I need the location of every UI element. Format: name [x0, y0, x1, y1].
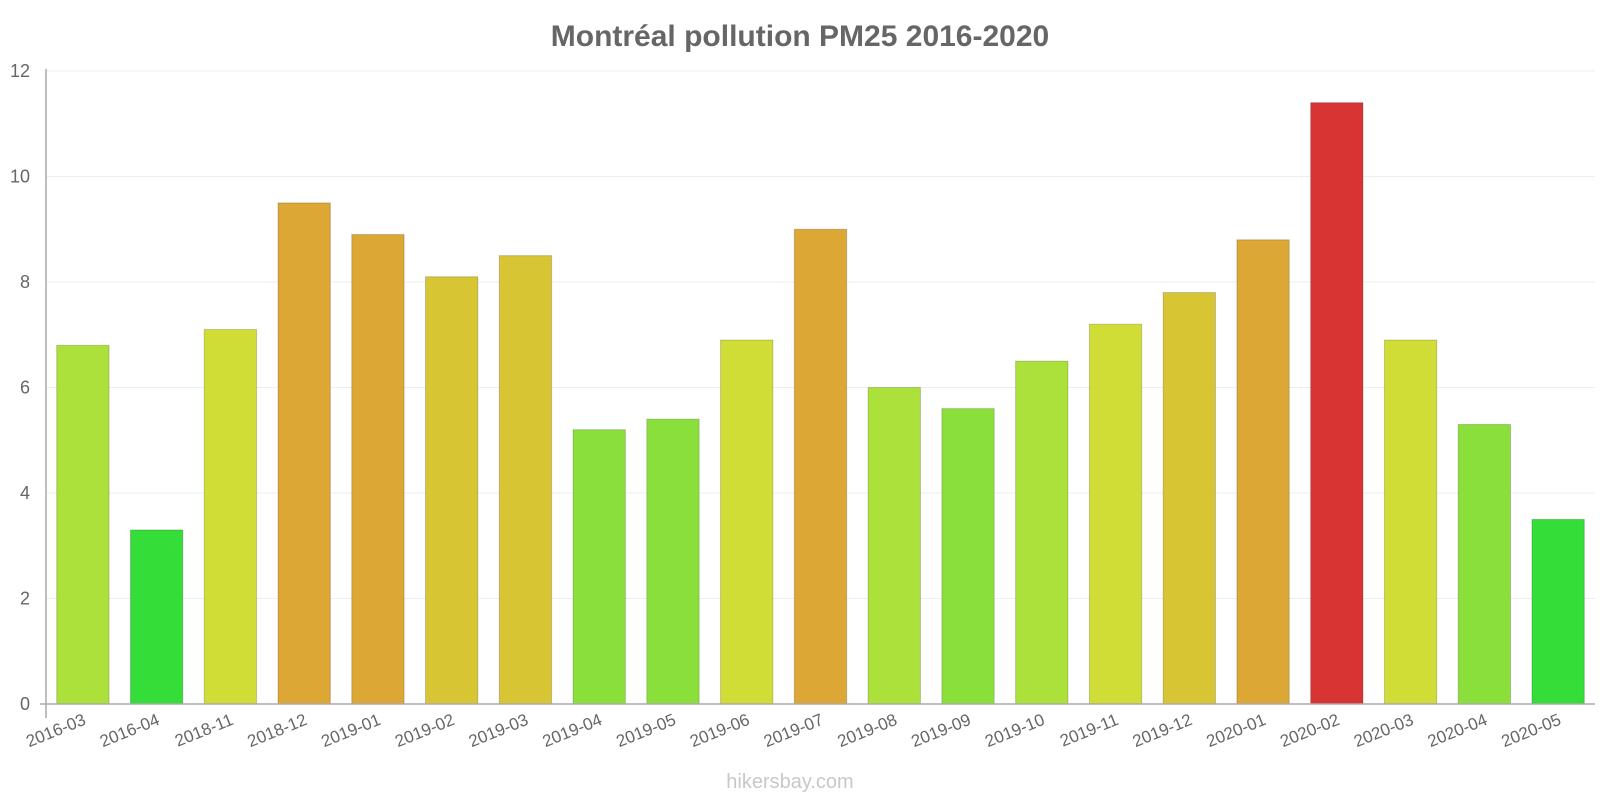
bar-2019-09 — [941, 408, 995, 705]
bars — [56, 102, 1585, 705]
x-tick-label: 2019-10 — [982, 710, 1047, 751]
x-tick-label: 2019-01 — [318, 710, 383, 751]
x-tick-label: 2019-12 — [1130, 710, 1195, 751]
bar-2019-12 — [1162, 292, 1216, 705]
x-tick-label: 2020-04 — [1425, 710, 1490, 751]
x-tick-label: 2018-12 — [245, 710, 310, 751]
x-tick-label: 2016-04 — [97, 710, 162, 751]
bar-2019-04 — [572, 429, 626, 705]
bar-2019-08 — [867, 387, 921, 705]
bar-2019-05 — [646, 418, 700, 705]
bar-2016-03 — [56, 344, 110, 705]
bar-2020-05 — [1531, 518, 1585, 705]
bar-2018-11 — [203, 328, 258, 705]
x-tick-label: 2019-11 — [1057, 710, 1121, 751]
axes — [40, 69, 1595, 718]
bar-2020-04 — [1457, 423, 1512, 705]
x-tick-label: 2019-05 — [614, 710, 679, 751]
y-tick-labels: 0 2 4 6 8 10 12 — [10, 61, 30, 714]
x-tick-label: 2019-07 — [761, 710, 826, 751]
x-tick-label: 2019-02 — [392, 710, 457, 751]
x-tick-label: 2019-03 — [466, 710, 531, 751]
x-tick-label: 2016-03 — [23, 710, 88, 751]
x-tick-label: 2019-04 — [540, 710, 605, 751]
bar-2018-12 — [277, 202, 331, 705]
bar-2019-11 — [1088, 323, 1143, 705]
bar-2020-01 — [1236, 239, 1290, 705]
x-tick-label: 2018-11 — [172, 710, 236, 751]
x-tick-label: 2019-08 — [835, 710, 900, 751]
y-tick-label: 8 — [20, 272, 30, 292]
x-tick-label: 2019-06 — [687, 710, 752, 751]
x-tick-label: 2020-02 — [1277, 710, 1342, 751]
bar-2019-02 — [425, 276, 479, 705]
y-tick-label: 12 — [10, 61, 30, 81]
watermark: hikersbay.com — [726, 771, 853, 793]
y-tick-label: 10 — [10, 167, 30, 187]
chart-title: Montréal pollution PM25 2016-2020 — [551, 20, 1049, 53]
y-tick-label: 6 — [20, 378, 30, 398]
x-tick-labels: 2016-03 2016-04 2018-11 2018-12 2019-01 2019-… — [23, 710, 1563, 751]
y-tick-label: 0 — [20, 694, 30, 714]
bar-2019-10 — [1015, 360, 1069, 705]
x-tick-label: 2020-03 — [1351, 710, 1416, 751]
bar-2019-06 — [720, 339, 774, 705]
bar-2016-04 — [129, 529, 184, 705]
bar-2019-03 — [498, 255, 553, 705]
bar-2019-01 — [351, 234, 405, 705]
x-tick-label: 2020-05 — [1499, 710, 1564, 751]
bar-2020-02 — [1310, 102, 1364, 705]
x-tick-label: 2019-09 — [909, 710, 974, 751]
y-tick-label: 4 — [20, 483, 30, 503]
y-tick-label: 2 — [20, 589, 30, 609]
bar-2020-03 — [1383, 339, 1438, 705]
bar-2019-07 — [793, 228, 848, 705]
x-tick-label: 2020-01 — [1204, 710, 1269, 751]
